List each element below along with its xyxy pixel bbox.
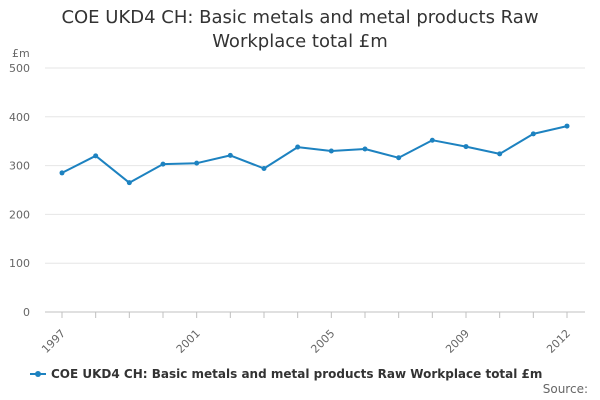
source-label: Source: (542, 382, 588, 396)
data-point (497, 151, 503, 157)
data-point (126, 180, 132, 186)
data-point (429, 137, 435, 143)
data-point (396, 155, 402, 161)
y-tick-labels: 0 100 200 300 400 500 (9, 62, 30, 319)
data-point (463, 144, 469, 150)
y-tick-label: 0 (23, 306, 30, 319)
data-point (160, 161, 166, 167)
data-point (59, 170, 65, 176)
y-tick-label: 100 (9, 257, 30, 270)
y-tick-label: 300 (9, 160, 30, 173)
x-tick-label: 2001 (174, 327, 203, 356)
series-line (61, 125, 568, 184)
y-tick-label: 400 (9, 111, 30, 124)
y-axis-unit-label: £m (12, 47, 30, 60)
legend[interactable]: COE UKD4 CH: Basic metals and metal prod… (30, 366, 542, 382)
axes (45, 311, 585, 318)
x-tick-label: 2005 (308, 327, 337, 356)
data-point (530, 131, 536, 137)
x-tick-label: 2009 (443, 327, 472, 356)
data-point (261, 166, 267, 172)
series-layer (59, 123, 570, 186)
data-point (362, 146, 368, 152)
x-tick-label: 1997 (39, 327, 68, 356)
chart-title: COE UKD4 CH: Basic metals and metal prod… (61, 7, 539, 52)
grid-lines (45, 67, 585, 264)
legend-label: COE UKD4 CH: Basic metals and metal prod… (51, 367, 543, 381)
x-tick-label: 2012 (544, 327, 573, 356)
data-point (295, 144, 301, 150)
data-point (564, 123, 570, 129)
data-point (93, 153, 99, 159)
x-tick-labels: 1997 2001 2005 2009 2012 (39, 327, 573, 356)
y-tick-label: 200 (9, 208, 30, 221)
y-tick-label: 500 (9, 62, 30, 75)
data-point (194, 160, 200, 166)
legend-marker-icon (30, 369, 46, 379)
data-point (227, 152, 233, 158)
data-point (328, 148, 334, 154)
